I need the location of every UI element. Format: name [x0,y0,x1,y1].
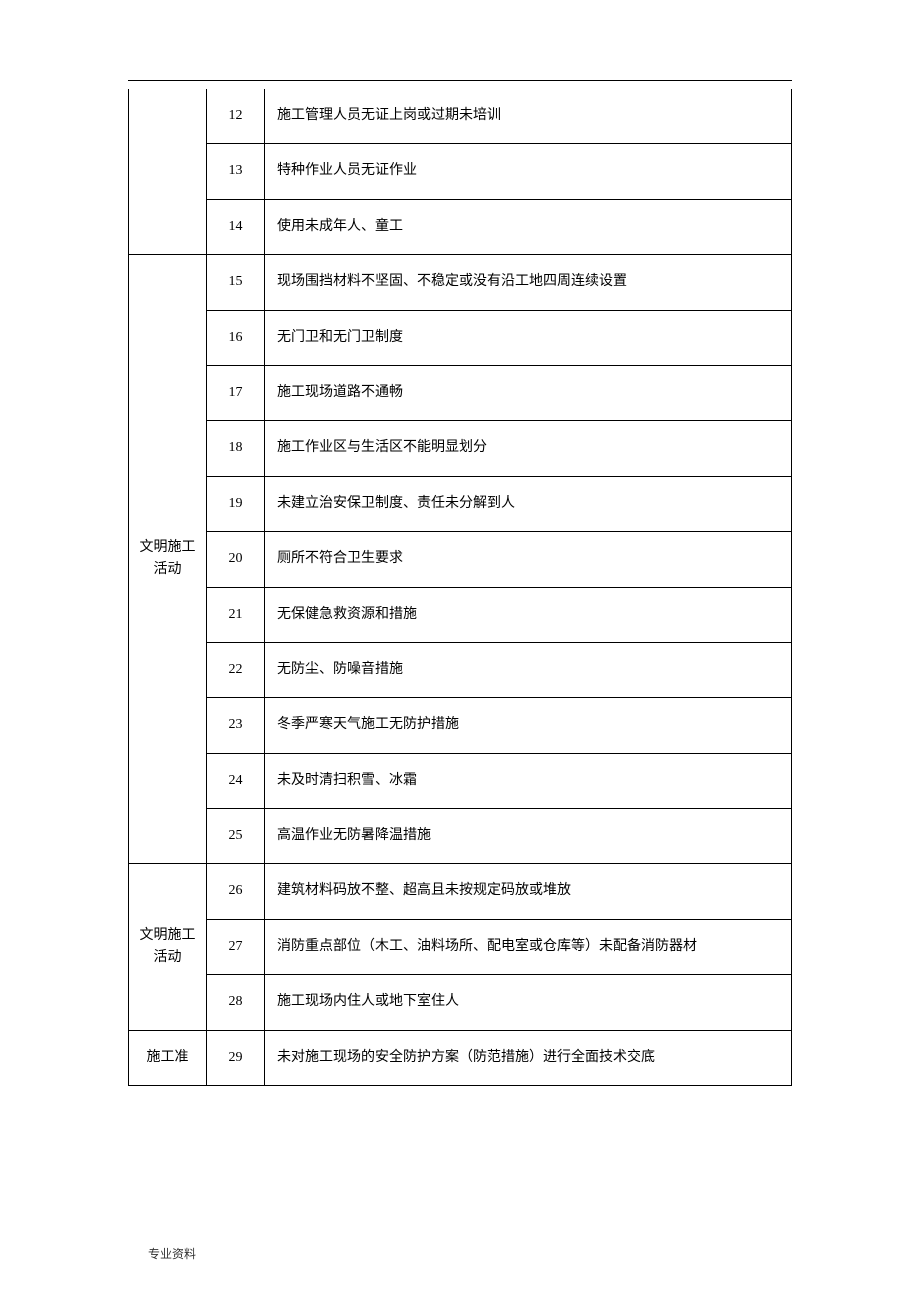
document-page: 12 施工管理人员无证上岗或过期未培训 13 特种作业人员无证作业 14 使用未… [0,0,920,1146]
row-number: 14 [207,199,265,254]
row-number: 28 [207,975,265,1030]
row-number: 12 [207,89,265,144]
table-row: 18 施工作业区与生活区不能明显划分 [129,421,792,476]
row-description: 消防重点部位（木工、油料场所、配电室或仓库等）未配备消防器材 [265,919,792,974]
row-number: 17 [207,365,265,420]
row-description: 建筑材料码放不整、超高且未按规定码放或堆放 [265,864,792,919]
table-row: 施工准 29 未对施工现场的安全防护方案（防范措施）进行全面技术交底 [129,1030,792,1085]
row-description: 未对施工现场的安全防护方案（防范措施）进行全面技术交底 [265,1030,792,1085]
row-number: 19 [207,476,265,531]
table-row: 16 无门卫和无门卫制度 [129,310,792,365]
header-rule-line [128,80,792,81]
table-row: 12 施工管理人员无证上岗或过期未培训 [129,89,792,144]
row-description: 现场围挡材料不坚固、不稳定或没有沿工地四周连续设置 [265,255,792,310]
row-description: 冬季严寒天气施工无防护措施 [265,698,792,753]
row-description: 施工作业区与生活区不能明显划分 [265,421,792,476]
row-description: 无保健急救资源和措施 [265,587,792,642]
row-description: 施工现场道路不通畅 [265,365,792,420]
row-description: 使用未成年人、童工 [265,199,792,254]
row-number: 13 [207,144,265,199]
row-number: 24 [207,753,265,808]
row-number: 18 [207,421,265,476]
table-row: 21 无保健急救资源和措施 [129,587,792,642]
row-number: 22 [207,642,265,697]
row-number: 20 [207,532,265,587]
category-cell: 施工准 [129,1030,207,1085]
table-row: 20 厕所不符合卫生要求 [129,532,792,587]
table-row: 23 冬季严寒天气施工无防护措施 [129,698,792,753]
safety-items-table: 12 施工管理人员无证上岗或过期未培训 13 特种作业人员无证作业 14 使用未… [128,89,792,1086]
row-description: 未及时清扫积雪、冰霜 [265,753,792,808]
row-number: 15 [207,255,265,310]
table-row: 19 未建立治安保卫制度、责任未分解到人 [129,476,792,531]
table-row: 文明施工活动 26 建筑材料码放不整、超高且未按规定码放或堆放 [129,864,792,919]
table-row: 25 高温作业无防暑降温措施 [129,809,792,864]
row-description: 高温作业无防暑降温措施 [265,809,792,864]
footer-label: 专业资料 [148,1245,196,1262]
table-row: 22 无防尘、防噪音措施 [129,642,792,697]
row-number: 29 [207,1030,265,1085]
table-row: 24 未及时清扫积雪、冰霜 [129,753,792,808]
category-cell: 文明施工活动 [129,864,207,1030]
row-description: 无门卫和无门卫制度 [265,310,792,365]
row-number: 16 [207,310,265,365]
row-description: 施工管理人员无证上岗或过期未培训 [265,89,792,144]
category-cell [129,89,207,255]
row-description: 无防尘、防噪音措施 [265,642,792,697]
row-description: 施工现场内住人或地下室住人 [265,975,792,1030]
table-row: 17 施工现场道路不通畅 [129,365,792,420]
row-number: 21 [207,587,265,642]
row-number: 23 [207,698,265,753]
row-description: 厕所不符合卫生要求 [265,532,792,587]
row-number: 27 [207,919,265,974]
row-description: 未建立治安保卫制度、责任未分解到人 [265,476,792,531]
row-number: 26 [207,864,265,919]
row-description: 特种作业人员无证作业 [265,144,792,199]
table-row: 27 消防重点部位（木工、油料场所、配电室或仓库等）未配备消防器材 [129,919,792,974]
table-row: 28 施工现场内住人或地下室住人 [129,975,792,1030]
table-row: 文明施工活动 15 现场围挡材料不坚固、不稳定或没有沿工地四周连续设置 [129,255,792,310]
category-cell: 文明施工活动 [129,255,207,864]
table-row: 14 使用未成年人、童工 [129,199,792,254]
table-row: 13 特种作业人员无证作业 [129,144,792,199]
row-number: 25 [207,809,265,864]
